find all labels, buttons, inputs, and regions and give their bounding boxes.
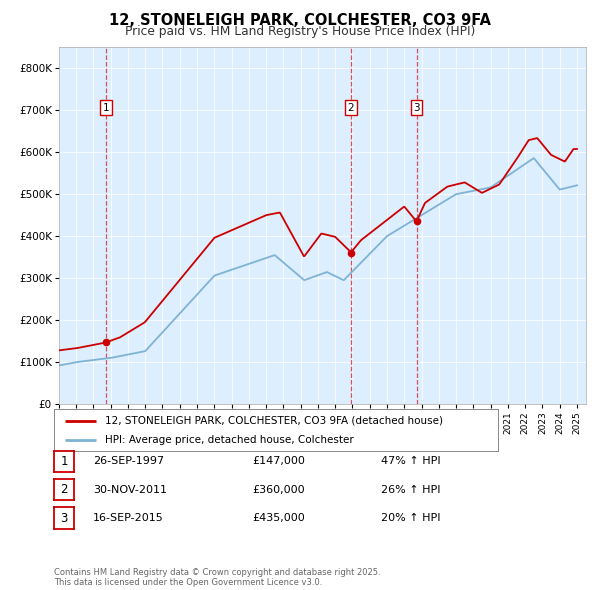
Text: £147,000: £147,000 <box>252 457 305 466</box>
Text: 30-NOV-2011: 30-NOV-2011 <box>93 485 167 494</box>
Text: 2: 2 <box>61 483 68 496</box>
Text: 1: 1 <box>61 455 68 468</box>
Text: Contains HM Land Registry data © Crown copyright and database right 2025.
This d: Contains HM Land Registry data © Crown c… <box>54 568 380 587</box>
Text: 3: 3 <box>61 512 68 525</box>
Text: 3: 3 <box>413 103 420 113</box>
Text: 47% ↑ HPI: 47% ↑ HPI <box>381 457 440 466</box>
Text: Price paid vs. HM Land Registry's House Price Index (HPI): Price paid vs. HM Land Registry's House … <box>125 25 475 38</box>
Text: 12, STONELEIGH PARK, COLCHESTER, CO3 9FA (detached house): 12, STONELEIGH PARK, COLCHESTER, CO3 9FA… <box>105 416 443 426</box>
Text: 1: 1 <box>103 103 109 113</box>
Text: 26-SEP-1997: 26-SEP-1997 <box>93 457 164 466</box>
Text: £360,000: £360,000 <box>252 485 305 494</box>
Text: £435,000: £435,000 <box>252 513 305 523</box>
Text: 20% ↑ HPI: 20% ↑ HPI <box>381 513 440 523</box>
Text: 12, STONELEIGH PARK, COLCHESTER, CO3 9FA: 12, STONELEIGH PARK, COLCHESTER, CO3 9FA <box>109 13 491 28</box>
Text: 16-SEP-2015: 16-SEP-2015 <box>93 513 164 523</box>
Text: 26% ↑ HPI: 26% ↑ HPI <box>381 485 440 494</box>
Text: 2: 2 <box>348 103 355 113</box>
Text: HPI: Average price, detached house, Colchester: HPI: Average price, detached house, Colc… <box>105 435 354 445</box>
